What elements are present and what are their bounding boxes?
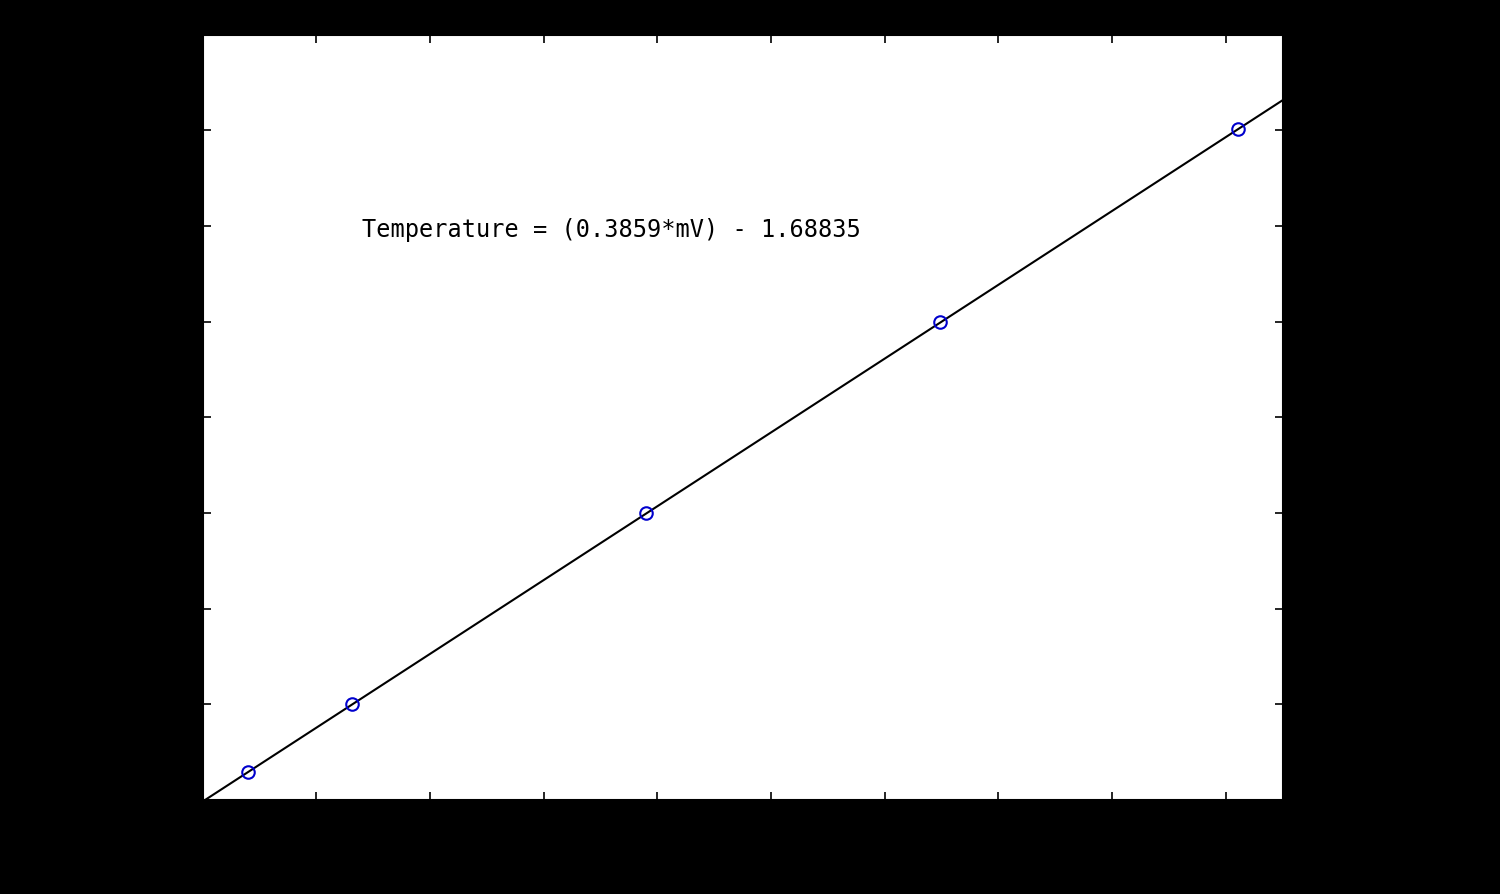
Y-axis label: Temperature, ºC: Temperature, ºC (120, 316, 144, 519)
Text: Temperature = (0.3859*mV) - 1.68835: Temperature = (0.3859*mV) - 1.68835 (362, 217, 861, 241)
X-axis label: mV: mV (722, 836, 764, 860)
